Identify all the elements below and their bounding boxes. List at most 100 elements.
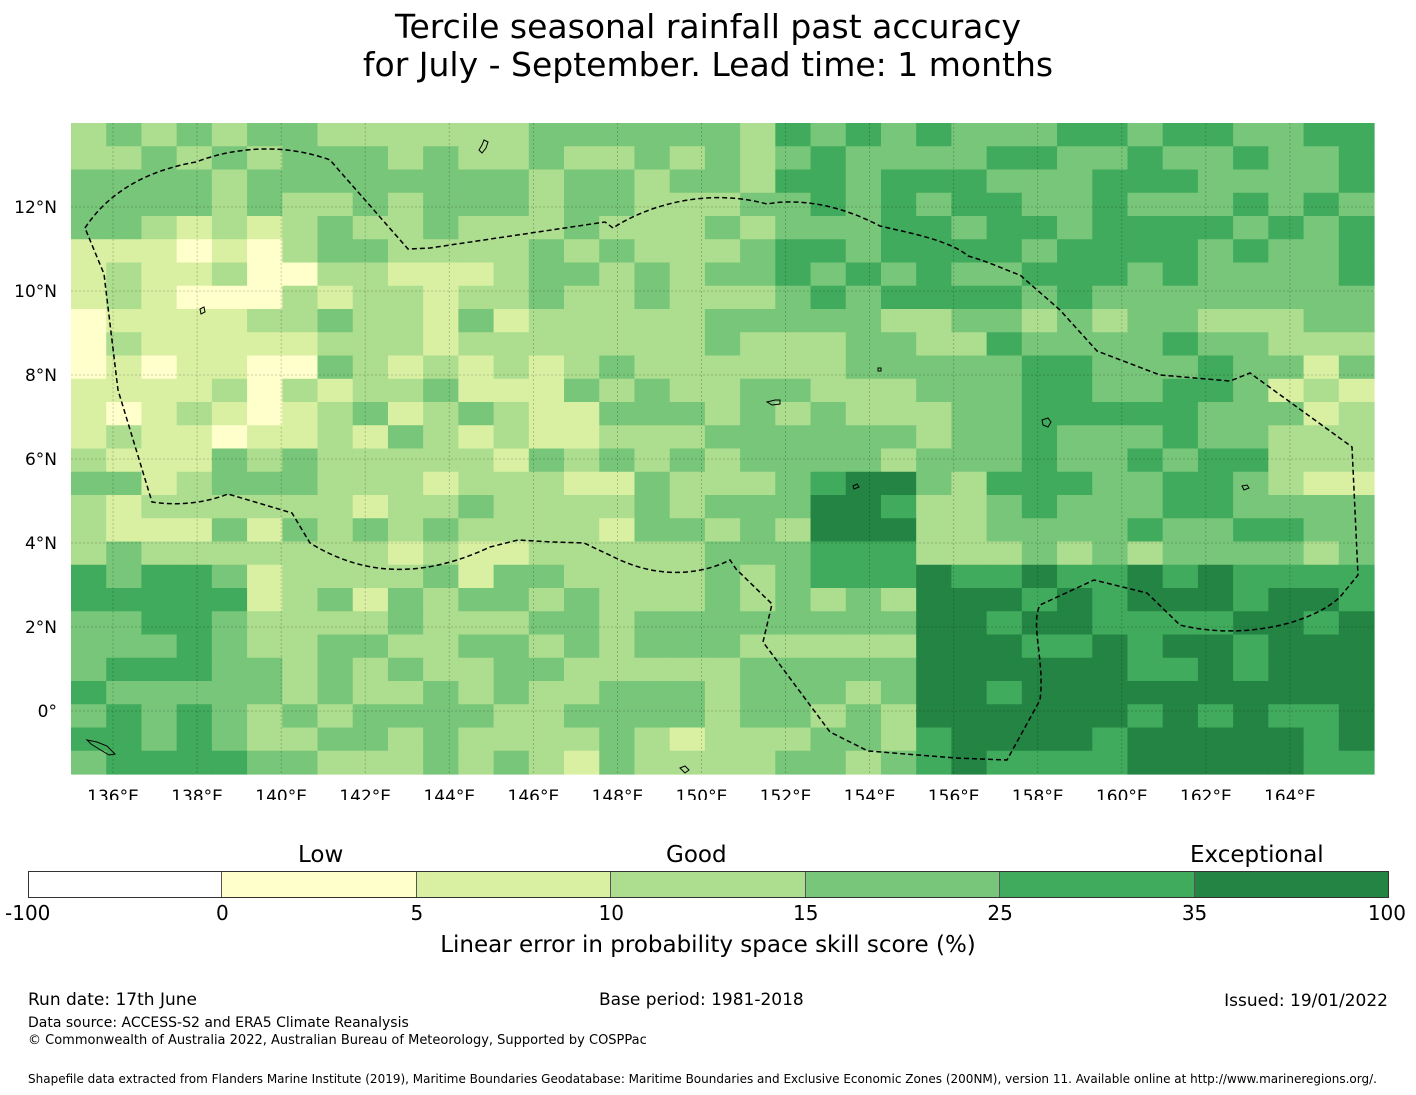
skill-cell [317,123,354,147]
skill-cell [247,309,283,333]
skill-cell [1268,402,1305,426]
skill-cell [845,425,882,450]
longitude-tick-label: 162°E [1180,787,1232,800]
skill-cell [317,192,354,217]
skill-cell [740,309,776,333]
skill-cell [634,309,671,333]
category-low: Low [298,842,344,868]
skill-cell [1268,169,1305,194]
skill-cell [282,378,319,403]
skill-cell [352,146,389,171]
skill-cell [599,402,636,426]
skill-cell [669,541,706,566]
skill-cell [1233,332,1269,357]
skill-cell [106,402,143,426]
skill-cell [106,634,143,659]
skill-cell [1233,634,1269,659]
skill-cell [704,588,741,612]
skill-cell [106,425,143,450]
skill-cell [282,355,319,380]
skill-cell [387,588,424,612]
skill-cell [704,123,741,147]
skill-cell [458,750,495,775]
skill-cell [423,169,459,194]
skill-cell [317,681,354,705]
skill-cell [317,355,354,380]
skill-cell [1162,192,1199,217]
skill-cell [599,378,636,403]
skill-cell [1338,448,1375,473]
skill-cell [247,727,283,752]
skill-cell [71,634,107,659]
skill-cell [634,378,671,403]
skill-cell [493,169,530,194]
skill-cell [458,378,495,403]
skill-cell [1021,634,1058,659]
skill-cell [1338,704,1375,729]
skill-cell [458,169,495,194]
skill-cell [1057,239,1093,264]
skill-cell [845,564,882,589]
skill-cell [1268,355,1305,380]
skill-cell [176,704,213,729]
skill-cell [880,169,917,194]
skill-cell [71,541,107,566]
skill-cell [141,146,178,171]
skill-cell [106,588,143,612]
skill-cell [352,588,389,612]
skill-cell [634,750,671,775]
skill-cell [1127,495,1164,519]
skill-cell [564,611,600,636]
skill-cell [564,704,600,729]
longitude-tick-label: 148°E [592,787,644,800]
skill-cell [528,425,565,450]
skill-cell [599,216,636,240]
skill-cell [669,750,706,775]
skill-cell [1162,425,1199,450]
skill-cell [1268,262,1305,287]
skill-cell [1021,471,1058,496]
skill-cell [916,681,953,705]
skill-cell [176,495,213,519]
skill-cell [1057,634,1093,659]
skill-cell [387,495,424,519]
skill-cell [1162,471,1199,496]
skill-cell [1233,123,1269,147]
skill-cell [775,425,812,450]
skill-cell [951,704,988,729]
skill-cell [1338,518,1375,543]
skill-cell [740,448,776,473]
skill-cell [1021,309,1058,333]
skill-cell [704,681,741,705]
skill-cell [528,657,565,682]
skill-cell [951,588,988,612]
skill-cell [704,750,741,775]
skill-cell [669,285,706,310]
skill-cell [493,402,530,426]
skill-cell [458,285,495,310]
skill-cell [1338,309,1375,333]
skill-cell [1338,425,1375,450]
skill-cell [704,332,741,357]
skill-cell [564,402,600,426]
skill-cell [282,611,319,636]
skill-cell [247,634,283,659]
skill-cell [71,448,107,473]
skill-cell [951,750,988,775]
skill-cell [1162,309,1199,333]
skill-cell [528,402,565,426]
skill-cell [141,448,178,473]
skill-cell [986,541,1023,566]
skill-cell [1057,192,1093,217]
skill-cell [951,123,988,147]
skill-cell [1268,518,1305,543]
skill-cell [810,402,847,426]
skill-cell [1162,704,1199,729]
skill-cell [1268,378,1305,403]
skill-cell [176,634,213,659]
skill-cell [352,216,389,240]
longitude-tick-label: 160°E [1096,787,1148,800]
skill-cell [1092,146,1129,171]
skill-cell [916,564,953,589]
skill-cell [1021,146,1058,171]
